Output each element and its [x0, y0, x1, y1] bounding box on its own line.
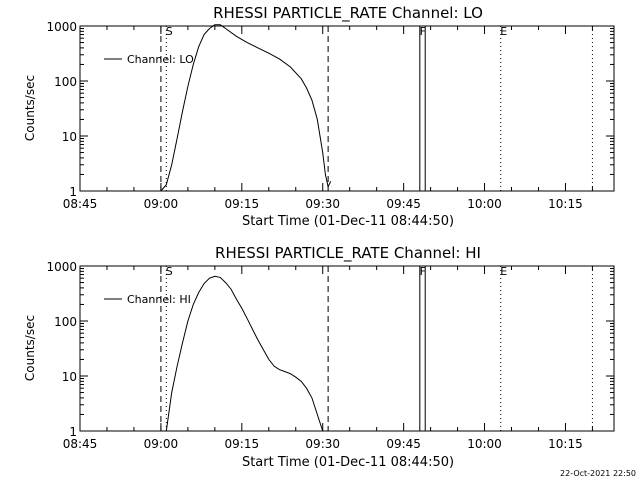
chart-title: RHESSI PARTICLE_RATE Channel: HI	[215, 244, 481, 263]
x-tick-label: 08:45	[63, 197, 98, 211]
plot-frame	[79, 265, 615, 432]
event-marker-label: S	[166, 25, 173, 38]
y-tick-label: 100	[54, 315, 77, 329]
x-tick-label: 09:30	[305, 437, 340, 451]
x-tick-label: 08:45	[63, 437, 98, 451]
x-tick-label: 09:45	[386, 437, 421, 451]
chart-title: RHESSI PARTICLE_RATE Channel: LO	[213, 4, 483, 23]
x-tick-label: 10:15	[548, 197, 583, 211]
y-tick-label: 1000	[46, 260, 77, 274]
y-axis-label: Counts/sec	[23, 315, 37, 381]
x-tick-label: 09:00	[144, 197, 179, 211]
x-tick-label: 10:00	[467, 197, 502, 211]
x-axis-label: Start Time (01-Dec-11 08:44:50)	[242, 214, 454, 229]
footer-timestamp: 22-Oct-2021 22:50	[560, 469, 636, 478]
y-tick-label: 10	[62, 130, 77, 144]
chart-panel-lo: RHESSI PARTICLE_RATE Channel: LO Counts/…	[23, 4, 615, 229]
series-line	[160, 24, 332, 192]
legend-label: Channel: LO	[127, 53, 194, 66]
series-line	[165, 275, 324, 432]
y-tick-label: 10	[62, 370, 77, 384]
y-tick-label: 1	[69, 425, 77, 439]
event-marker-label: E	[500, 265, 507, 278]
x-tick-label: 09:45	[386, 197, 421, 211]
event-marker-label: S	[166, 265, 173, 278]
y-tick-label: 1	[69, 185, 77, 199]
y-axis-label: Counts/sec	[23, 75, 37, 141]
plot-area: 1 10 100 1000 08:45 09:00 09:15 09:30 09:45 10:00…	[46, 20, 615, 211]
x-tick-label: 09:15	[225, 197, 260, 211]
chart-panel-hi: RHESSI PARTICLE_RATE Channel: HI Counts/…	[23, 244, 615, 470]
event-marker-label: E	[500, 25, 507, 38]
x-axis-label: Start Time (01-Dec-11 08:44:50)	[242, 455, 454, 470]
x-tick-label: 10:00	[467, 437, 502, 451]
x-tick-label: 10:15	[548, 437, 583, 451]
event-marker-label: F	[420, 25, 426, 38]
x-tick-label: 09:00	[144, 437, 179, 451]
x-tick-label: 09:30	[305, 197, 340, 211]
plot-area: 1 10 100 1000 08:45 09:00 09:15 09:30 09:45 10:00…	[46, 260, 615, 451]
plot-frame	[79, 25, 615, 192]
y-tick-label: 1000	[46, 20, 77, 34]
event-marker-label: F	[420, 265, 426, 278]
x-tick-label: 09:15	[225, 437, 260, 451]
legend-label: Channel: HI	[127, 293, 191, 306]
y-tick-label: 100	[54, 75, 77, 89]
